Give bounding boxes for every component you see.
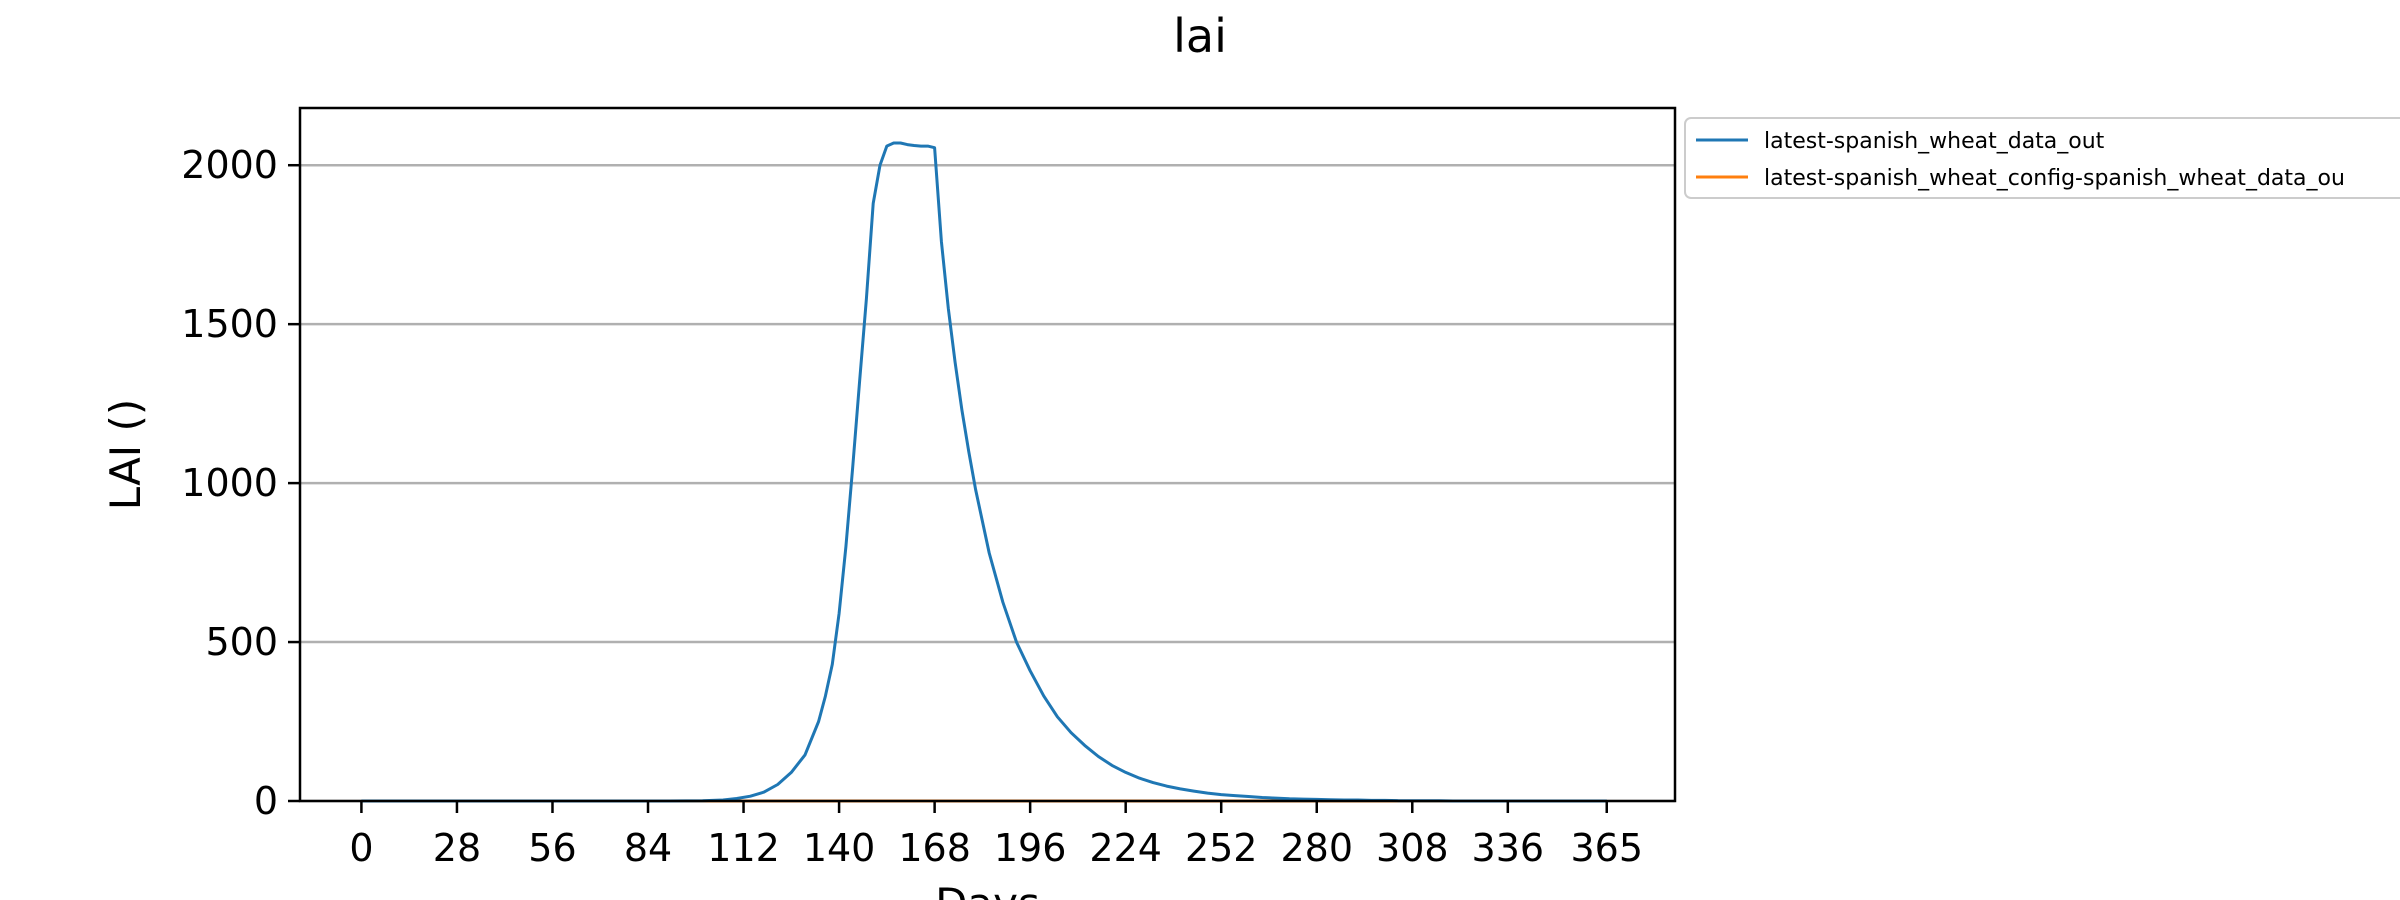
y-tick-label-1: 500	[205, 620, 278, 664]
legend-box	[1684, 117, 2400, 199]
chart-title: lai	[1173, 9, 1227, 63]
x-tick-label-4: 112	[707, 826, 780, 870]
y-tick-label-3: 1500	[181, 302, 278, 346]
x-tick-label-13: 365	[1570, 826, 1643, 870]
x-tick-label-9: 252	[1185, 826, 1258, 870]
x-axis-label: Days	[935, 879, 1040, 900]
series-line-0	[361, 141, 1607, 803]
x-tick-label-2: 56	[528, 826, 576, 870]
legend-label-1: latest-spanish_wheat_config-spanish_whea…	[1764, 166, 2345, 191]
y-tick-label-4: 2000	[181, 143, 278, 187]
y-axis-ticks: 0 500 1000 1500 2000	[181, 143, 300, 823]
plot-area-frame	[298, 106, 1677, 803]
x-tick-label-12: 336	[1472, 826, 1545, 870]
y-tick-label-2: 1000	[181, 461, 278, 505]
x-tick-label-7: 196	[994, 826, 1067, 870]
legend: latest-spanish_wheat_data_out latest-span…	[1684, 117, 2400, 199]
y-axis-label: LAI ()	[101, 399, 150, 511]
y-tick-label-0: 0	[254, 779, 278, 823]
x-axis-ticks: 0 28 56 84 112 140 168 196 224 252 280 308 336 365	[349, 801, 1643, 870]
gridlines	[300, 163, 1675, 803]
x-tick-label-6: 168	[898, 826, 971, 870]
x-tick-label-1: 28	[433, 826, 481, 870]
x-tick-label-3: 84	[624, 826, 672, 870]
legend-label-0: latest-spanish_wheat_data_out	[1764, 129, 2105, 154]
x-tick-label-10: 280	[1280, 826, 1353, 870]
x-tick-label-8: 224	[1089, 826, 1162, 870]
x-tick-label-5: 140	[803, 826, 876, 870]
x-tick-label-0: 0	[349, 826, 373, 870]
x-tick-label-11: 308	[1376, 826, 1449, 870]
series-lines	[361, 141, 1607, 803]
